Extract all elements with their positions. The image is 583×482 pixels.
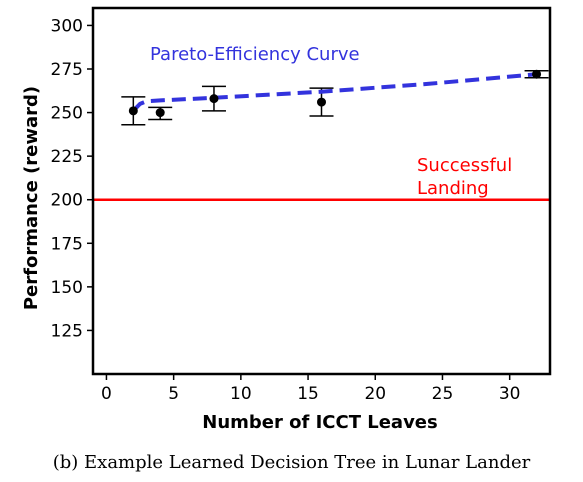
y-tick-label: 225 [51,147,83,167]
chart: 0 5 10 15 20 25 30 125 150 175 200 225 250 275 300 Par… [21,6,552,433]
plot-frame [91,6,552,376]
data-point [128,106,138,116]
plot-layer: 0 5 10 15 20 25 30 125 150 175 200 225 250 275 300 [51,6,552,404]
x-tick-label: 30 [499,384,521,404]
y-tick-label: 300 [51,16,83,36]
data-point [155,108,165,118]
y-tick-label: 175 [51,234,83,254]
threshold-label-line1: Successful [417,155,512,176]
y-tick-label: 125 [51,321,83,341]
x-tick-label: 25 [432,384,454,404]
y-tick-label: 150 [51,278,83,298]
threshold-label-line2: Landing [417,178,489,199]
y-axis-label: Performance (reward) [21,86,42,310]
y-tick-label: 200 [51,191,83,211]
y-tick-label: 250 [51,104,83,124]
data-point [209,94,219,104]
x-tick-label: 15 [297,384,319,404]
x-tick-label: 5 [168,384,179,404]
x-tick-label: 10 [230,384,252,404]
data-point [532,69,542,79]
pareto-curve [131,72,537,113]
data-point [317,97,326,107]
figure-caption: (b) Example Learned Decision Tree in Lun… [52,452,531,473]
pareto-curve-label: Pareto-Efficiency Curve [150,44,360,65]
x-tick-label: 0 [101,384,112,404]
x-axis-label: Number of ICCT Leaves [202,412,437,433]
y-tick-label: 275 [51,60,83,80]
x-tick-label: 20 [364,384,386,404]
